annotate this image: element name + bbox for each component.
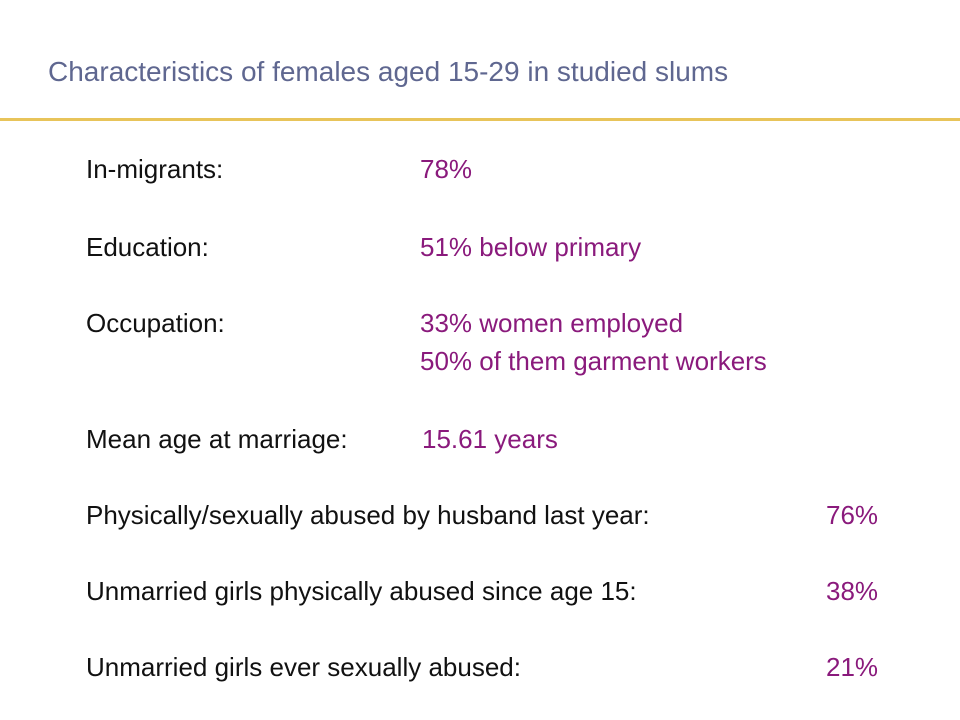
value-physically-abused-since-15: 38%	[826, 576, 879, 606]
label-occupation: Occupation:	[86, 308, 225, 338]
label-education: Education:	[86, 232, 209, 262]
value-occupation-employed: 33% women employed	[420, 308, 684, 338]
value-abused-by-husband: 76%	[826, 500, 879, 530]
label-ever-sexually-abused: Unmarried girls ever sexually abused:	[86, 652, 521, 682]
value-occupation-garment: 50% of them garment workers	[420, 346, 767, 376]
label-in-migrants: In-migrants:	[86, 154, 224, 184]
value-in-migrants: 78%	[420, 154, 473, 184]
label-physically-abused-since-15: Unmarried girls physically abused since …	[86, 576, 637, 606]
label-abused-by-husband: Physically/sexually abused by husband la…	[86, 500, 650, 530]
value-ever-sexually-abused: 21%	[826, 652, 879, 682]
value-education: 51% below primary	[420, 232, 642, 262]
slide-title: Characteristics of females aged 15-29 in…	[48, 56, 729, 87]
value-mean-age-marriage: 15.61 years	[422, 424, 558, 454]
title-divider	[0, 118, 960, 121]
label-mean-age-marriage: Mean age at marriage:	[86, 424, 348, 454]
